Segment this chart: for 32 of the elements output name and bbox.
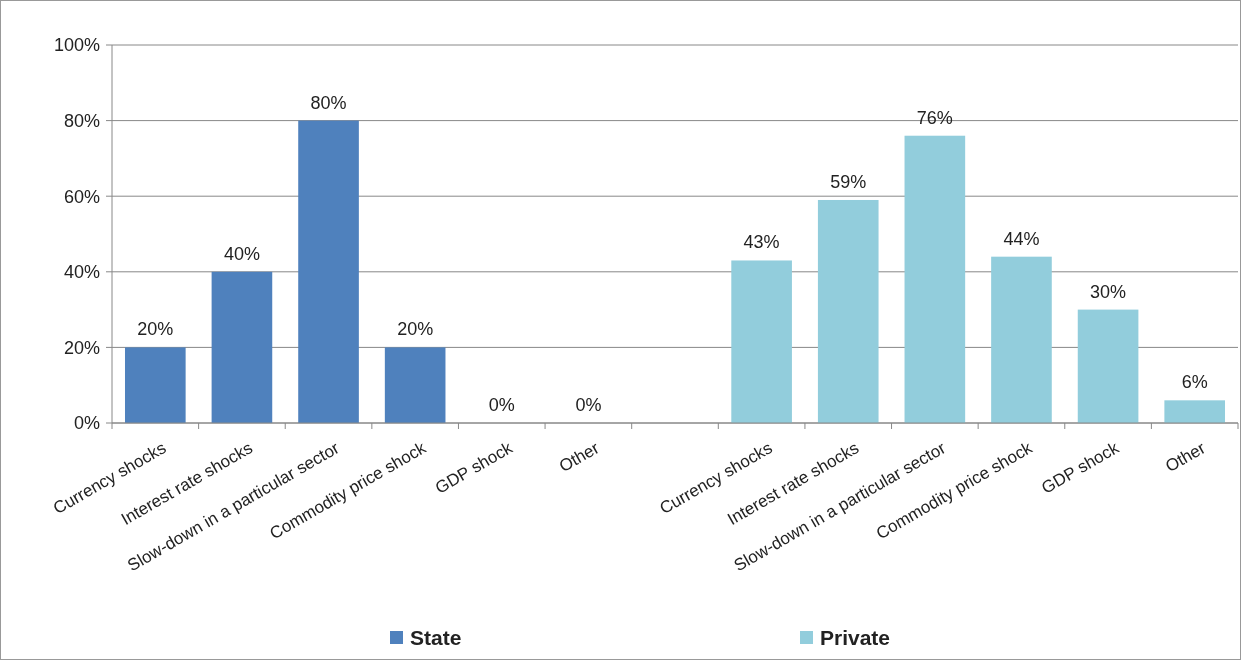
data-label: 6% — [1181, 372, 1208, 393]
bar — [298, 120, 359, 423]
bar — [384, 347, 446, 423]
data-label: 59% — [830, 171, 867, 192]
bar — [904, 135, 966, 423]
data-label: 0% — [488, 395, 515, 415]
data-label: 43% — [743, 232, 780, 253]
y-tick-label: 80% — [63, 110, 100, 131]
data-label: 44% — [1003, 228, 1040, 249]
bar — [731, 260, 792, 423]
legend-label: State — [410, 626, 462, 650]
data-label: 0% — [575, 395, 602, 415]
data-label: 30% — [1090, 281, 1127, 302]
data-label: 40% — [223, 243, 260, 264]
y-tick-label: 20% — [63, 337, 100, 358]
data-label: 80% — [310, 92, 347, 113]
data-label: 20% — [137, 319, 174, 340]
data-label: 76% — [916, 107, 953, 128]
bar — [124, 347, 186, 423]
y-tick-label: 100% — [53, 35, 100, 56]
bar — [991, 256, 1052, 423]
x-tick-label: Other — [1162, 438, 1209, 477]
bar — [817, 199, 879, 423]
bar — [1164, 400, 1226, 423]
data-label: 20% — [397, 319, 434, 340]
y-tick-label: 60% — [63, 186, 100, 207]
y-tick-label: 40% — [63, 262, 100, 283]
bar — [211, 271, 273, 423]
x-tick-label: Other — [556, 438, 603, 477]
legend-label: Private — [820, 626, 891, 650]
y-tick-label: 0% — [73, 413, 100, 434]
bar — [1077, 309, 1139, 423]
